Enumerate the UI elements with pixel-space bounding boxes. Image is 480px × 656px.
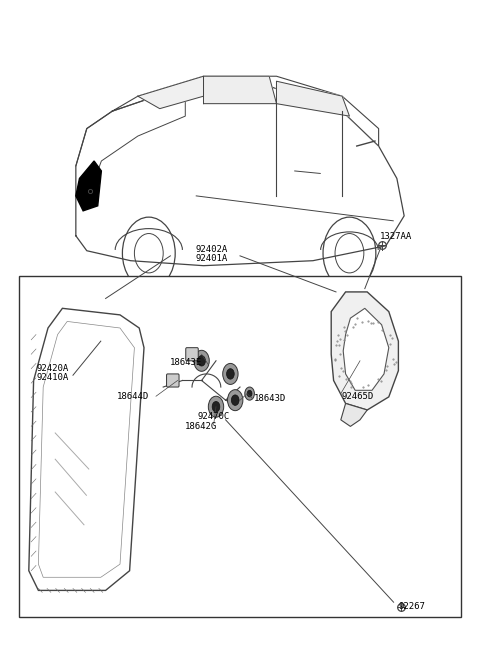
Text: 92410A: 92410A bbox=[36, 373, 69, 382]
Circle shape bbox=[212, 401, 220, 412]
FancyBboxPatch shape bbox=[167, 374, 179, 387]
Polygon shape bbox=[76, 86, 404, 266]
Polygon shape bbox=[138, 76, 204, 109]
Text: 18644D: 18644D bbox=[117, 392, 150, 401]
Text: 18643D: 18643D bbox=[254, 394, 287, 403]
Circle shape bbox=[231, 395, 239, 405]
Circle shape bbox=[198, 356, 205, 366]
Text: 92401A: 92401A bbox=[195, 254, 228, 263]
Circle shape bbox=[245, 387, 254, 400]
Polygon shape bbox=[204, 76, 276, 104]
Polygon shape bbox=[341, 403, 367, 426]
Polygon shape bbox=[29, 308, 144, 590]
Text: 92420A: 92420A bbox=[36, 364, 69, 373]
Polygon shape bbox=[276, 81, 349, 116]
Text: 1327AA: 1327AA bbox=[380, 232, 412, 241]
Text: 92470C: 92470C bbox=[197, 412, 230, 421]
Circle shape bbox=[194, 350, 209, 371]
Text: 18642G: 18642G bbox=[184, 422, 217, 431]
Polygon shape bbox=[112, 76, 379, 146]
Circle shape bbox=[223, 363, 238, 384]
Bar bbox=[19, 276, 461, 617]
Text: 92465D: 92465D bbox=[341, 392, 374, 401]
Polygon shape bbox=[331, 292, 398, 410]
Text: 92402A: 92402A bbox=[195, 245, 228, 254]
FancyBboxPatch shape bbox=[186, 348, 198, 361]
Circle shape bbox=[247, 390, 252, 397]
Circle shape bbox=[228, 390, 243, 411]
Circle shape bbox=[208, 396, 224, 417]
Circle shape bbox=[227, 369, 234, 379]
Polygon shape bbox=[76, 161, 101, 211]
Polygon shape bbox=[343, 308, 389, 390]
Text: 18643E: 18643E bbox=[170, 358, 203, 367]
Text: 92267: 92267 bbox=[398, 602, 425, 611]
